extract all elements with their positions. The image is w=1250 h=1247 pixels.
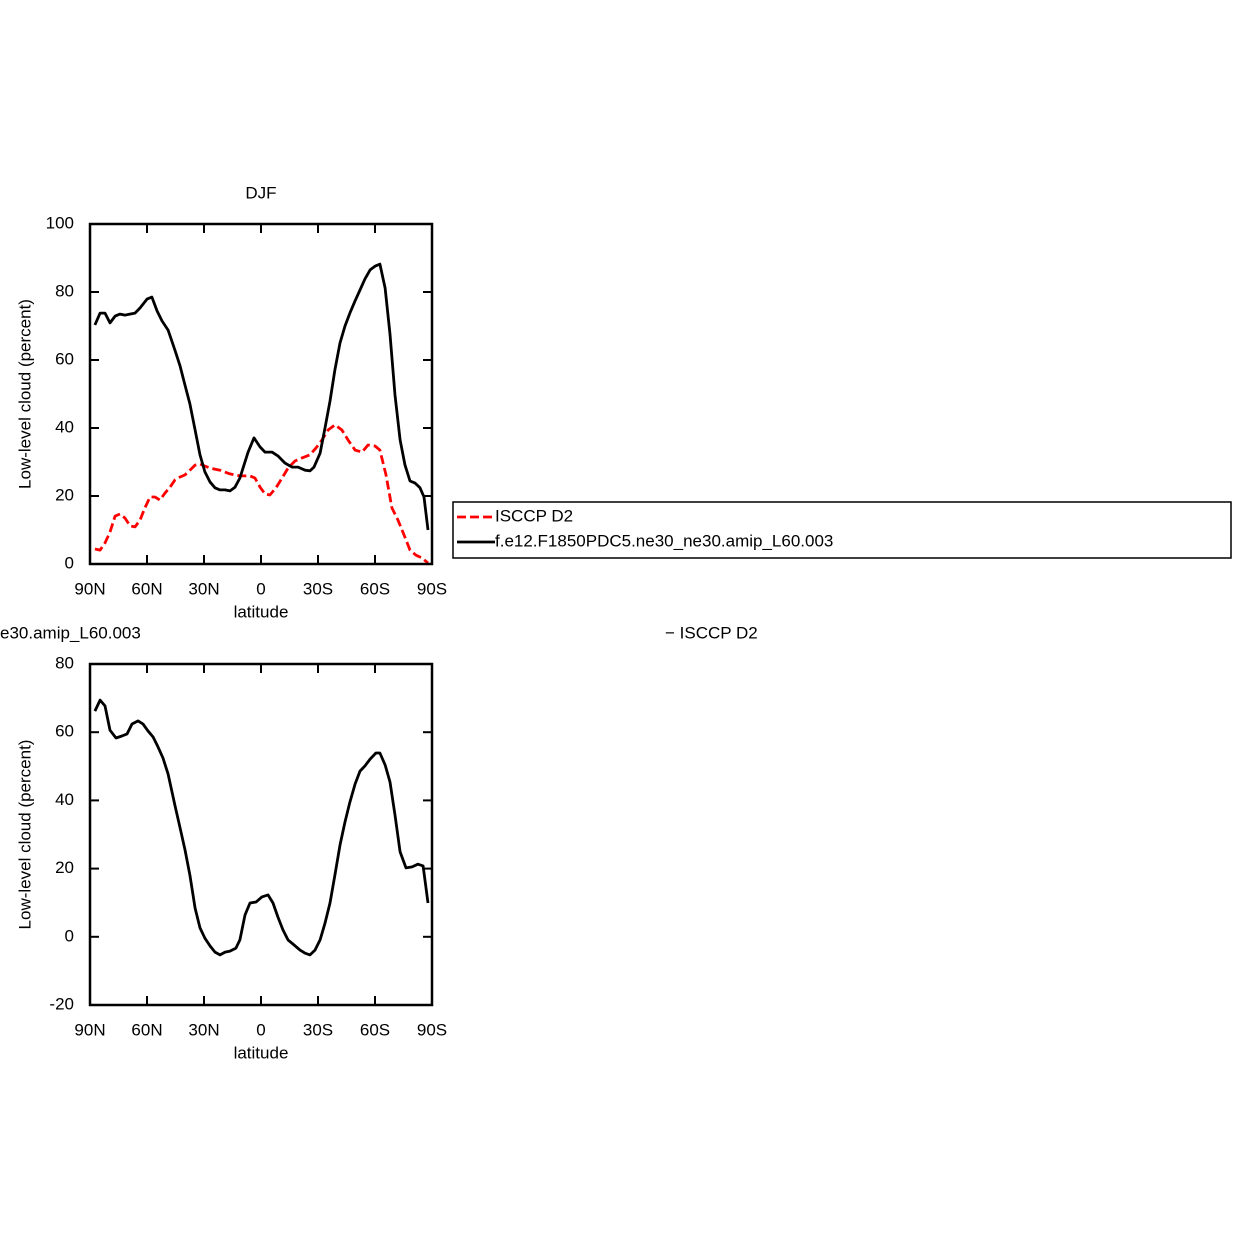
x-tick-label: 90S	[417, 579, 447, 598]
x-tick-label: 30N	[188, 1020, 219, 1039]
y-tick-label: 20	[55, 485, 74, 504]
x-axis-label: latitude	[234, 602, 289, 621]
x-tick-label: 30N	[188, 579, 219, 598]
legend-label: ISCCP D2	[495, 506, 573, 525]
y-axis-label: Low-level cloud (percent)	[15, 740, 34, 930]
y-tick-label: 0	[65, 553, 74, 572]
series-line	[93, 262, 430, 531]
plot-frame	[88, 662, 434, 1007]
chart-title-right: − ISCCP D2	[665, 623, 758, 642]
y-tick-label: 80	[55, 281, 74, 300]
legend-box	[452, 501, 1232, 559]
series-line	[94, 423, 429, 565]
y-tick-label: 40	[55, 790, 74, 809]
x-tick-label: 30S	[303, 1020, 333, 1039]
y-axis-label: Low-level cloud (percent)	[15, 299, 34, 489]
x-tick-label: 0	[256, 579, 265, 598]
x-tick-label: 60N	[131, 579, 162, 598]
x-tick-label: 60N	[131, 1020, 162, 1039]
x-tick-label: 30S	[303, 579, 333, 598]
x-axis-label: latitude	[234, 1043, 289, 1062]
y-tick-label: 40	[55, 417, 74, 436]
y-tick-label: -20	[49, 994, 74, 1013]
y-tick-label: 80	[55, 653, 74, 672]
y-tick-label: 100	[46, 213, 74, 232]
x-tick-label: 90N	[74, 1020, 105, 1039]
x-tick-label: 60S	[360, 579, 390, 598]
y-tick-label: 20	[55, 858, 74, 877]
x-tick-label: 0	[256, 1020, 265, 1039]
plot-frame	[88, 222, 434, 566]
chart-title: DJF	[245, 183, 276, 202]
y-tick-label: 60	[55, 349, 74, 368]
x-tick-label: 90S	[417, 1020, 447, 1039]
y-tick-label: 0	[65, 926, 74, 945]
legend-label: f.e12.F1850PDC5.ne30_ne30.amip_L60.003	[495, 531, 833, 550]
y-tick-label: 60	[55, 722, 74, 741]
x-tick-label: 60S	[360, 1020, 390, 1039]
chart-title-left: e30.amip_L60.003	[0, 623, 141, 642]
series-line	[93, 698, 430, 957]
x-tick-label: 90N	[74, 579, 105, 598]
